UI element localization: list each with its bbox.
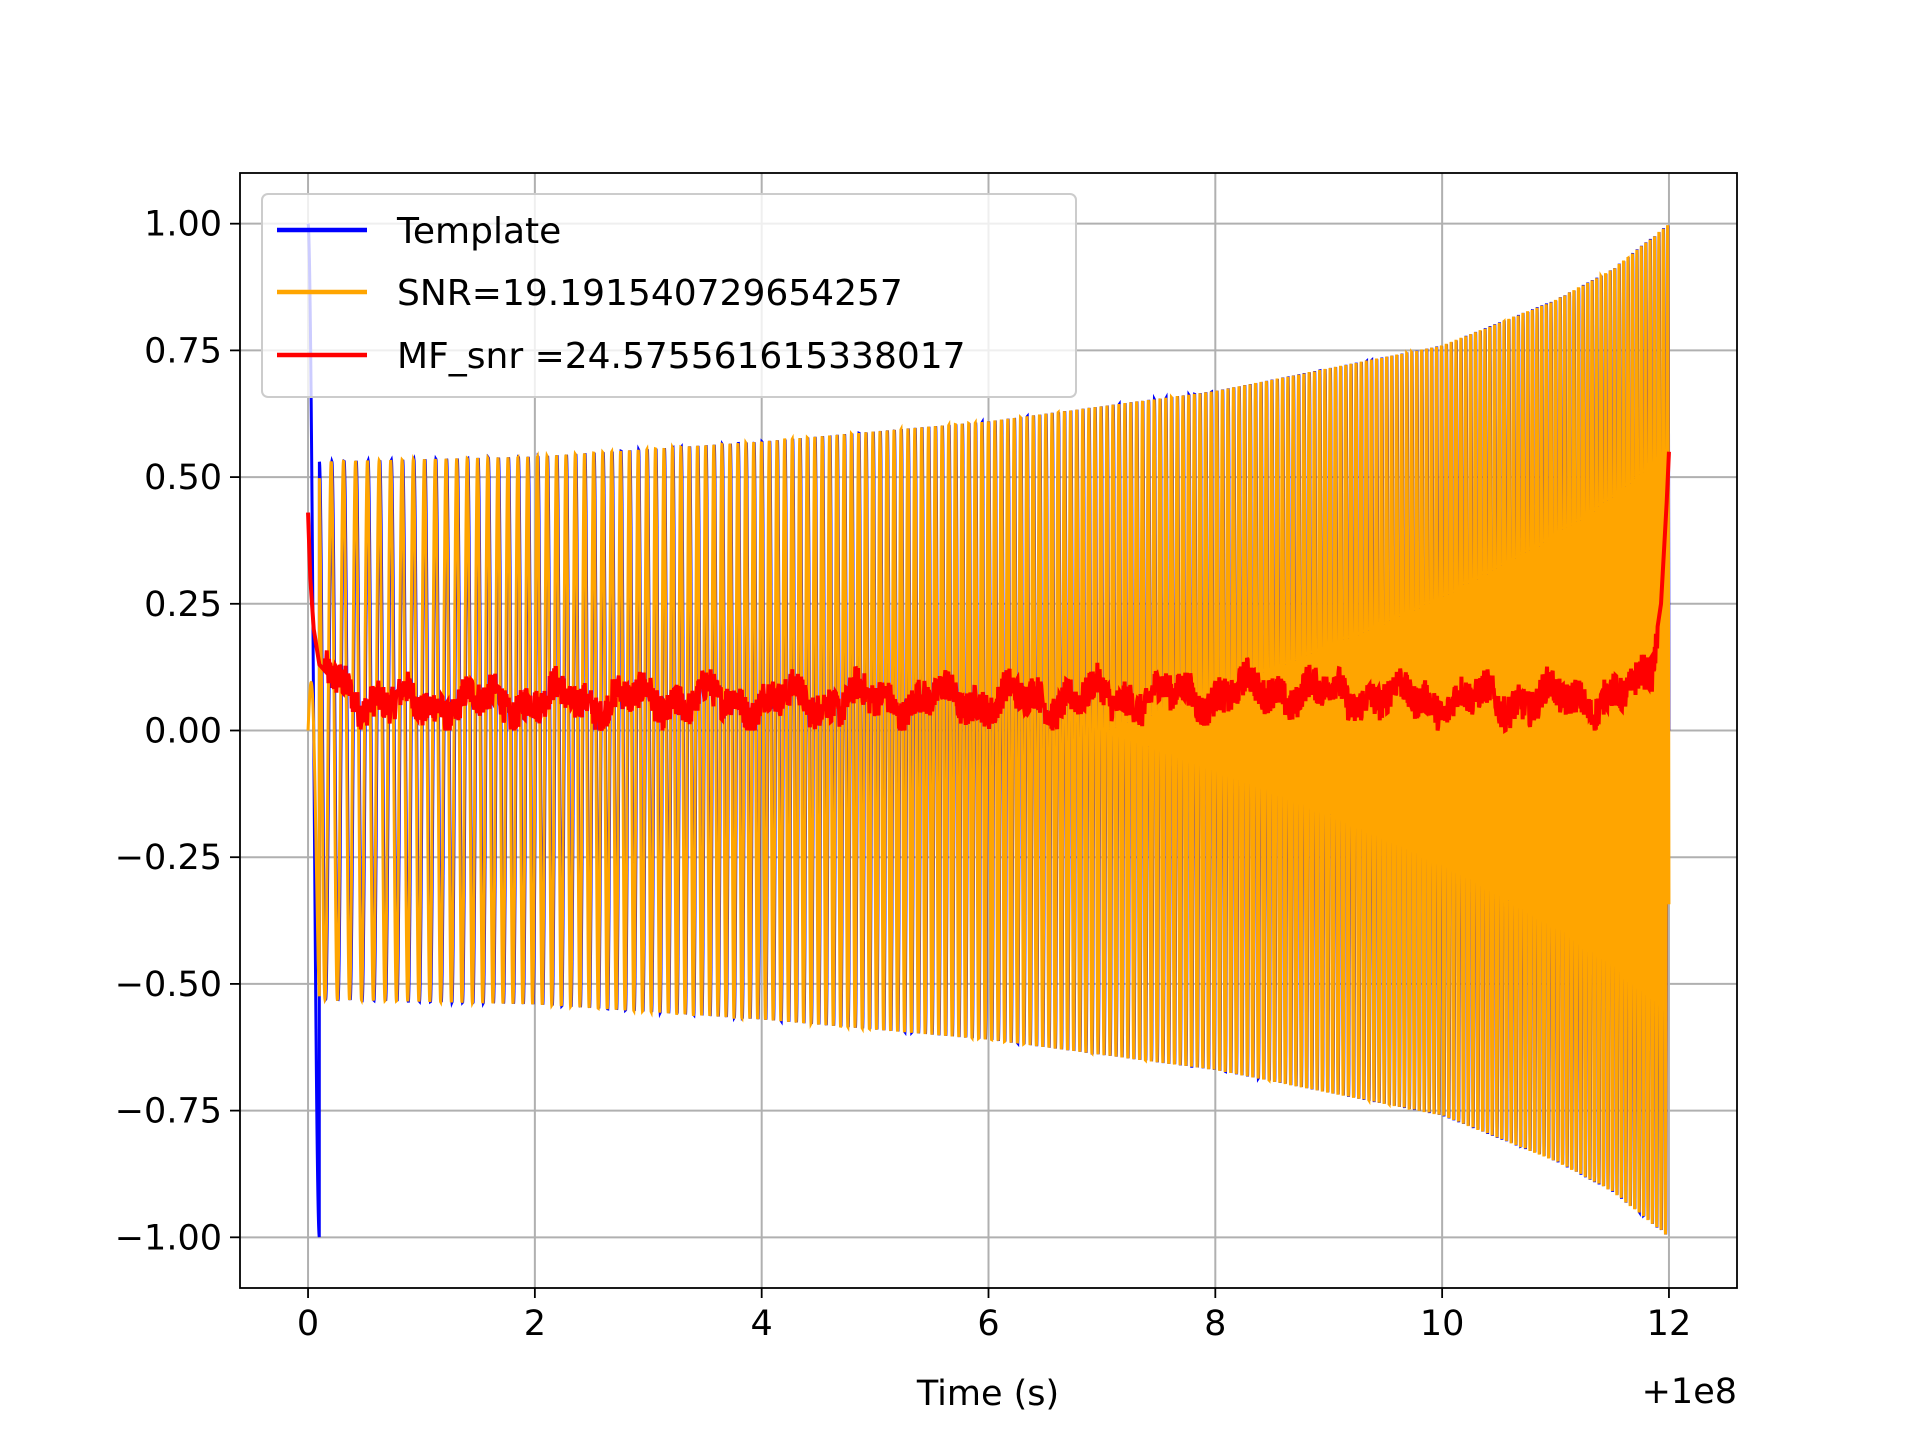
x-tick-label: 12 — [1647, 1304, 1692, 1344]
y-tick-label: 0.00 — [144, 712, 222, 752]
x-tick-label: 10 — [1420, 1304, 1465, 1344]
x-tick-label: 0 — [297, 1304, 319, 1344]
legend: Template SNR=19.191540729654257 MF_snr =… — [261, 193, 1077, 398]
y-tick-label: −0.25 — [115, 838, 222, 878]
plot-data — [306, 223, 1671, 1238]
y-tick-label: 1.00 — [144, 205, 222, 245]
y-tick-label: 0.75 — [144, 331, 222, 371]
legend-box — [261, 193, 1077, 398]
series-mf-snr-line — [306, 451, 1671, 734]
x-tick-label: 4 — [751, 1304, 773, 1344]
y-tick-label: −0.75 — [115, 1092, 222, 1132]
x-axis-label: Time (s) — [916, 1374, 1059, 1414]
x-offset-label: +1e8 — [1642, 1372, 1737, 1412]
legend-label-snr: SNR=19.191540729654257 — [397, 273, 903, 314]
y-tick-label: −0.50 — [115, 965, 222, 1005]
y-tick-label: −1.00 — [115, 1218, 222, 1258]
x-tick-label: 8 — [1204, 1304, 1226, 1344]
legend-label-template: Template — [396, 211, 561, 252]
y-tick-label: 0.50 — [144, 458, 222, 498]
x-tick-label: 2 — [524, 1304, 546, 1344]
axis-ticks: 0 2 4 6 8 10 12 1.00 0.75 0.50 0.25 0.00 −0.25 −0.50 −… — [115, 205, 1691, 1344]
series-snr-line — [306, 225, 1671, 1235]
x-tick-label: 6 — [977, 1304, 999, 1344]
legend-label-mf-snr: MF_snr =24.575561615338017 — [397, 336, 966, 377]
y-tick-label: 0.25 — [144, 585, 222, 625]
